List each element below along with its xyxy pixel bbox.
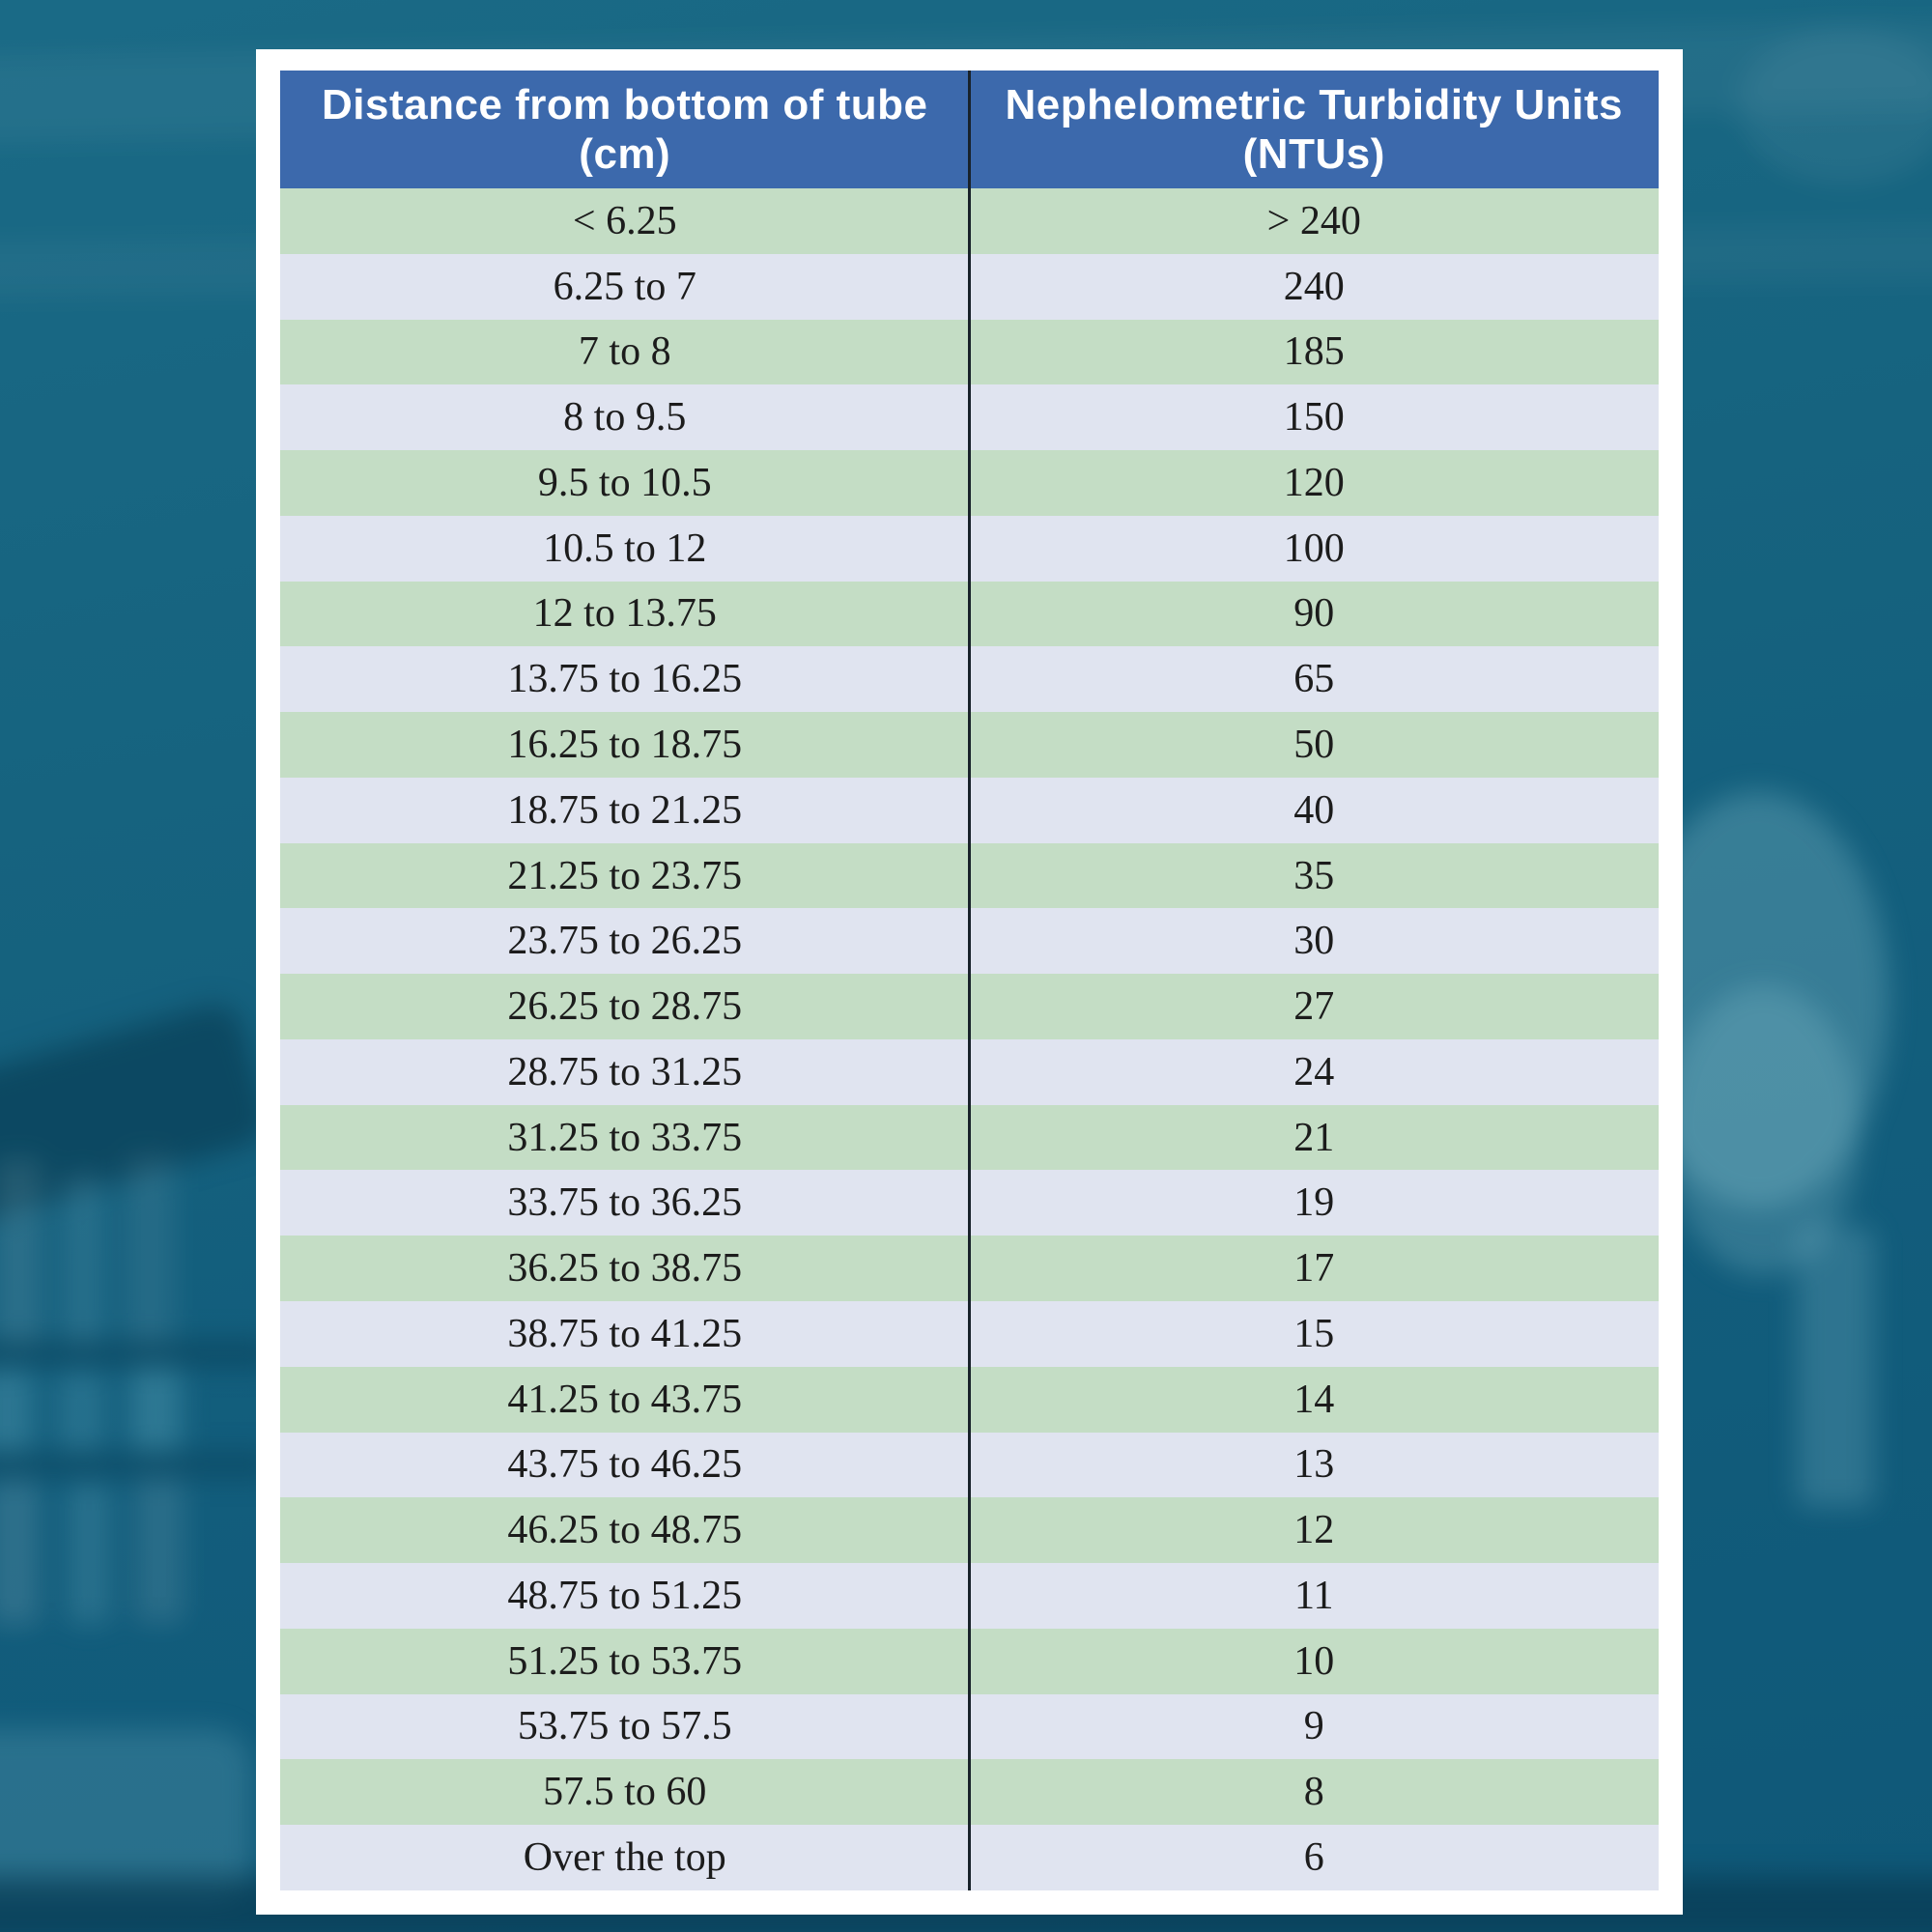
column-header-distance: Distance from bottom of tube (cm) [280,71,970,188]
distance-cell: 21.25 to 23.75 [507,853,743,898]
test-tube [0,1480,39,1625]
ntu-cell: 240 [1283,264,1345,309]
ntu-cell: 65 [1293,657,1335,702]
background-glow [1739,29,1932,184]
ntu-cell: 6 [1303,1835,1324,1881]
distance-cell: 26.25 to 28.75 [507,984,743,1030]
distance-cell: 51.25 to 53.75 [507,1638,743,1684]
distance-cell: 23.75 to 26.25 [507,919,743,964]
column-header-distance-line2: (cm) [579,130,671,178]
distance-cell: 53.75 to 57.5 [517,1704,732,1749]
test-tube [68,1484,110,1624]
table-card: Distance from bottom of tube (cm) Nephel… [256,49,1683,1915]
distance-cell: 41.25 to 43.75 [507,1377,743,1422]
ntu-cell: 150 [1283,395,1345,440]
distance-cell: 18.75 to 21.25 [507,787,743,833]
ntu-cell: 11 [1294,1573,1334,1618]
ntu-cell: 9 [1303,1704,1324,1749]
rack-bar [0,1453,270,1476]
test-tube [130,1368,181,1451]
distance-cell: Over the top [523,1835,726,1881]
distance-cell: 9.5 to 10.5 [537,460,712,505]
column-divider-line [968,71,971,1890]
column-header-ntu-line2: (NTUs) [1242,130,1385,178]
test-tube [0,1159,42,1348]
ntu-cell: 15 [1293,1311,1335,1356]
test-tube [126,1154,174,1348]
column-header-distance-line1: Distance from bottom of tube [321,80,928,128]
ntu-cell: 8 [1303,1770,1324,1815]
distance-cell: 6.25 to 7 [553,264,696,309]
ntu-cell: 21 [1293,1115,1335,1160]
ntu-cell: 10 [1293,1638,1335,1684]
distance-cell: 36.25 to 38.75 [507,1246,743,1292]
table-body: < 6.25 > 240 6.25 to 7 240 7 to 8 185 8 to 9.5… [280,188,1659,1890]
ntu-cell: 12 [1293,1508,1335,1553]
distance-cell: 7 to 8 [578,329,671,375]
ntu-cell: 90 [1293,591,1335,637]
distance-cell: 48.75 to 51.25 [507,1573,743,1618]
column-header-ntu-line1: Nephelometric Turbidity Units [1005,80,1624,128]
distance-cell: 28.75 to 31.25 [507,1049,743,1094]
test-tube [63,1174,103,1348]
bottle-highlight [1797,1227,1874,1507]
ntu-cell: 13 [1293,1442,1335,1488]
ntu-cell: 185 [1283,329,1345,375]
distance-cell: 12 to 13.75 [532,591,717,637]
ntu-cell: > 240 [1266,198,1361,243]
ntu-cell: 120 [1283,460,1345,505]
test-tube [135,1478,184,1623]
ntu-cell: 19 [1293,1180,1335,1226]
distance-cell: 31.25 to 33.75 [507,1115,743,1160]
ntu-cell: 14 [1293,1377,1335,1422]
distance-cell: 46.25 to 48.75 [507,1508,743,1553]
rack-bar [0,1341,270,1366]
distance-cell: 33.75 to 36.25 [507,1180,743,1226]
test-tube [58,1372,104,1451]
distance-cell: 16.25 to 18.75 [507,723,743,767]
ntu-cell: 50 [1293,723,1335,767]
ntu-cell: 17 [1293,1246,1335,1292]
ntu-cell: 27 [1293,984,1335,1030]
ntu-cell: 35 [1293,853,1335,898]
column-header-ntu: Nephelometric Turbidity Units (NTUs) [970,71,1660,188]
distance-cell: < 6.25 [572,198,677,243]
ntu-cell: 30 [1293,919,1335,964]
distance-cell: 8 to 9.5 [563,395,687,440]
ntu-cell: 100 [1283,526,1345,571]
test-tube [0,1370,33,1452]
ntu-cell: 24 [1293,1049,1335,1094]
distance-cell: 38.75 to 41.25 [507,1311,743,1356]
floor-highlight [0,1729,251,1903]
turbidity-table: Distance from bottom of tube (cm) Nephel… [280,71,1659,1890]
distance-cell: 43.75 to 46.25 [507,1442,743,1488]
distance-cell: 13.75 to 16.25 [507,657,743,702]
flask-highlight [1666,985,1860,1275]
ntu-cell: 40 [1293,787,1335,833]
distance-cell: 57.5 to 60 [543,1770,707,1815]
distance-cell: 10.5 to 12 [543,526,707,571]
